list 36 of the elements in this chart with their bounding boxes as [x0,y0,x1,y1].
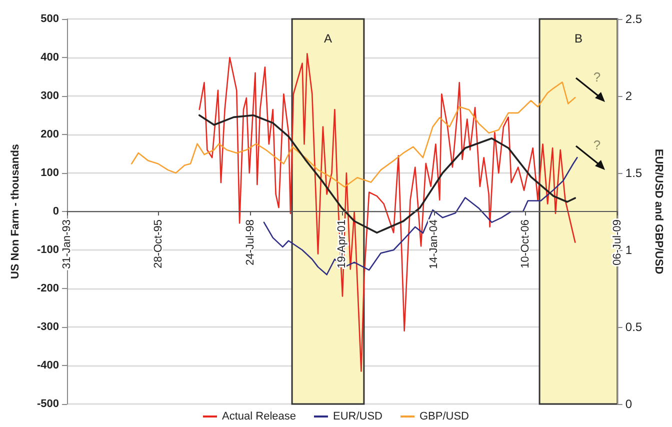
x-tick-label: 19-Apr-01 [336,220,348,268]
x-tick-label: 28-Oct-95 [152,220,165,268]
y2-axis-title: EUR/USD and GBP/USD [652,148,664,274]
y-tick-label: 0 [52,206,59,218]
y2-tick-label: 0.5 [625,320,642,334]
legend-label: EUR/USD [332,410,383,422]
y-tick-label: -300 [36,321,59,333]
band-label: B [574,31,582,46]
y-tick-label: -100 [36,244,59,256]
y-tick-label: 400 [40,52,59,64]
x-tick-label: 24-Jul-98 [244,220,256,266]
y2-tick-label: 2.5 [625,12,642,26]
line-series [198,53,576,372]
y2-tick-label: 1 [625,243,632,257]
y-tick-label: 500 [40,13,59,25]
x-tick-label: 10-Oct-06 [520,220,532,268]
annotation: ? [593,70,601,84]
band-label: A [324,31,332,46]
y2-tick-label: 2 [625,89,632,103]
x-tick-label: 14-Jan-04 [428,220,440,270]
y-tick-label: 300 [40,90,59,102]
y-tick-label: -500 [36,398,59,410]
x-tick-label: 06-Jul-09 [611,220,624,266]
y-tick-label: -400 [36,360,59,372]
legend-label: GBP/USD [419,410,470,422]
y-tick-label: -200 [36,282,59,294]
line-series [130,81,576,188]
x-tick-label: 31-Jan-93 [61,220,73,270]
y2-tick-label: 0 [625,397,632,411]
y-tick-label: 200 [40,128,59,140]
annotation: ? [593,138,601,152]
y-axis-title: US Non Farm - thousands [10,144,22,280]
legend-label: Actual Release [222,410,296,422]
line-series [263,156,578,276]
y2-tick-label: 1.5 [625,166,642,180]
y-tick-label: 100 [40,167,59,179]
